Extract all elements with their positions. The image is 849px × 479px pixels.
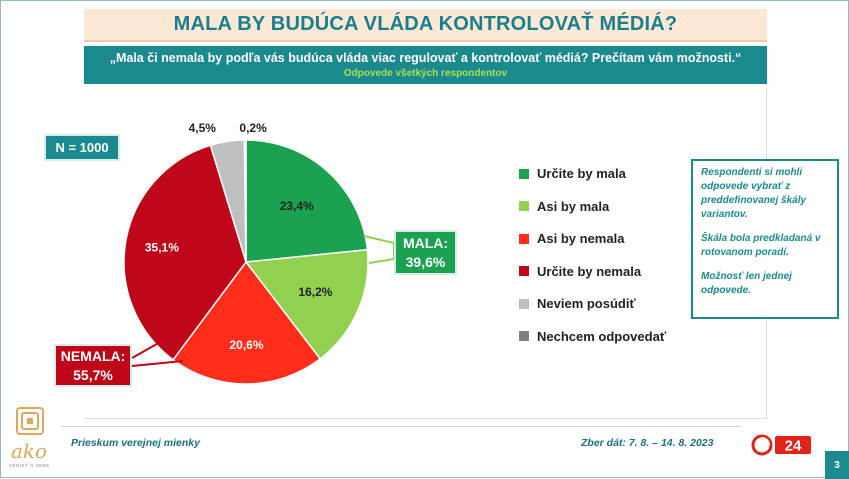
legend-item: Určite by nemala	[519, 261, 666, 282]
legend-label: Neviem posúdiť	[537, 296, 636, 311]
page-title: MALA BY BUDÚCA VLÁDA KONTROLOVAŤ MÉDIÁ?	[173, 13, 678, 35]
legend-label: Určite by nemala	[537, 263, 642, 279]
legend-swatch	[519, 298, 529, 309]
callout-nemala-value: 55,7%	[73, 366, 113, 383]
slice-value-label: 0,2%	[239, 121, 267, 135]
question-subtitle: Odpovede všetkých respondentov	[343, 68, 508, 79]
slice-value-label: 20,6%	[230, 338, 264, 352]
callout-mala: MALA: 39,6%	[394, 230, 457, 275]
slice-labels: 23,4% 16,2% 20,6% 35,1% 4,5% 0,2%	[145, 121, 333, 352]
legend-item: Asi by nemala	[519, 228, 666, 249]
callout-mala-label: MALA:	[402, 234, 449, 251]
legend-swatch	[519, 266, 529, 276]
callout-leader-line	[131, 360, 184, 367]
pie-slice	[244, 248, 369, 360]
page-number: 3	[825, 451, 849, 479]
footer-date-range: Zber dát: 7. 8. – 14. 8. 2023	[581, 437, 714, 449]
slice-value-label: 16,2%	[298, 285, 332, 299]
legend-label: Asi by mala	[537, 198, 610, 214]
title-bar: MALA BY BUDÚCA VLÁDA KONTROLOVAŤ MÉDIÁ?	[84, 9, 767, 42]
legend-item: Neviem posúdiť	[519, 293, 666, 314]
tv24-logo-icon: 24	[751, 434, 811, 456]
legend-swatch	[519, 168, 529, 179]
footer-divider	[61, 426, 741, 427]
legend-label: Asi by nemala	[537, 231, 625, 246]
chart-legend: Určite by mala Asi by mala Asi by nemala Ur…	[519, 163, 666, 358]
sample-size-badge: N = 1000	[44, 134, 120, 161]
survey-question: „Mala či nemala by podľa vás budúca vlád…	[109, 51, 742, 65]
legend-label: Nechcem odpovedať	[537, 328, 667, 344]
legend-item: Nechcem odpovedať	[519, 326, 666, 347]
legend-swatch	[519, 233, 529, 244]
pie-slice	[243, 139, 247, 263]
slice-value-label: 35,1%	[145, 240, 179, 254]
ako-brand: ako	[11, 439, 48, 463]
footer-survey-label: Prieskum verejnej mienky	[71, 437, 200, 449]
pie-slice	[245, 139, 369, 263]
question-bar: „Mala či nemala by podľa vás budúca vlád…	[84, 46, 767, 84]
note-paragraph-2: Škála bola predkladaná v rotovanom porad…	[701, 233, 821, 258]
legend-label: Určite by mala	[537, 166, 626, 181]
legend-item: Asi by mala	[519, 196, 666, 217]
ako-logo-icon	[16, 407, 44, 435]
callout-nemala-label: NEMALA:	[60, 347, 126, 364]
legend-swatch	[519, 201, 529, 211]
slice-value-label: 23,4%	[280, 199, 314, 213]
methodology-note: Respondenti si mohli odpovede vybrať z p…	[691, 159, 839, 319]
callout-leader-line	[131, 335, 172, 359]
callout-mala-value: 39,6%	[405, 253, 446, 270]
slice-value-label: 4,5%	[189, 121, 217, 135]
legend-item: Určite by mala	[519, 163, 666, 184]
pie-slice	[123, 144, 247, 361]
pie-slice	[172, 260, 322, 385]
note-paragraph-3: Možnosť len jednej odpovede.	[701, 271, 792, 296]
callout-nemala: NEMALA: 55,7%	[54, 344, 132, 387]
ako-tagline: VEDIEŤ O SEBE	[9, 463, 50, 468]
note-paragraph-1: Respondenti si mohli odpovede vybrať z p…	[701, 167, 807, 220]
legend-swatch	[519, 331, 529, 341]
tv24-text: 24	[785, 438, 802, 455]
pie-slices	[123, 139, 369, 385]
